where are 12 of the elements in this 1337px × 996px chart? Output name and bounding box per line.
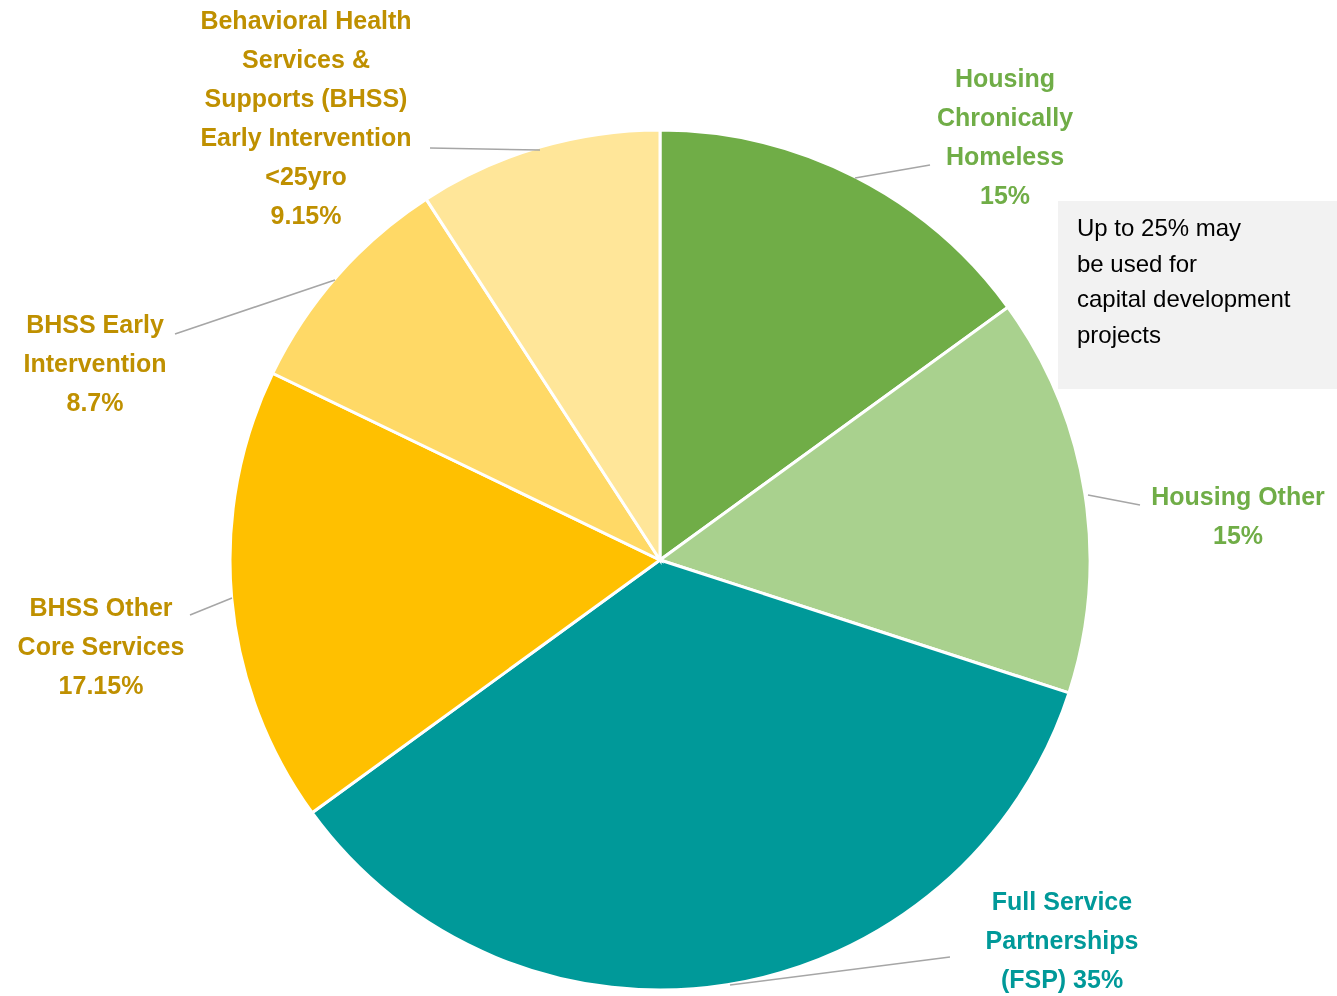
slice-label: Housing Other [1151,481,1326,510]
data-label: 15% [1212,520,1264,549]
data-label: 9.15% [270,200,342,229]
data-label: 15% [979,180,1031,209]
data-label: 17.15% [58,671,144,699]
text: Up to 25% may be used for capital development projects [1077,214,1291,348]
slice-label: Behavioral Health Services & Supports (BHSS) Early Intervention <25yro [200,5,412,190]
slice-label: BHSS Early Intervention [23,310,167,377]
slice-label: Housing Chronically Homeless [936,63,1074,170]
slice-label: BHSS Other Core Services [17,593,185,660]
data-label: 8.7% [66,388,124,416]
slice-label: Full Service Partnerships (FSP) 35% [985,887,1139,993]
